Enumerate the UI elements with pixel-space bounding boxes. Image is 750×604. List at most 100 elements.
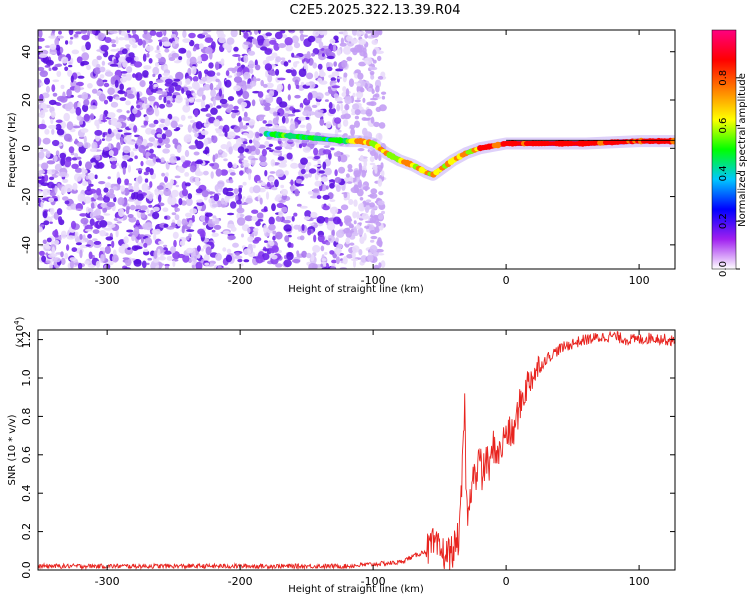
noise-speck <box>378 104 387 112</box>
noise-speck <box>182 162 189 169</box>
noise-speck <box>271 203 276 212</box>
noise-speck <box>362 97 366 103</box>
noise-speck <box>377 178 383 187</box>
noise-speck <box>359 197 364 201</box>
noise-speck <box>343 72 348 78</box>
noise-speck <box>334 169 338 177</box>
noise-speck <box>252 90 260 94</box>
noise-speck <box>247 227 251 234</box>
noise-speck <box>163 244 168 248</box>
noise-speck <box>212 154 216 163</box>
noise-speck <box>217 180 225 188</box>
noise-speck <box>372 164 378 170</box>
noise-speck <box>139 234 145 238</box>
noise-speck <box>148 58 153 64</box>
noise-speck <box>93 215 101 219</box>
noise-speck <box>335 248 341 256</box>
noise-speck <box>149 80 153 85</box>
snr-x-tick-label: -300 <box>95 575 120 588</box>
snr-plot-area <box>38 330 675 570</box>
noise-speck <box>210 107 218 115</box>
noise-speck <box>66 235 75 240</box>
noise-speck <box>87 179 92 185</box>
noise-speck <box>184 172 190 177</box>
noise-speck <box>274 196 282 202</box>
noise-speck <box>381 210 385 215</box>
noise-speck <box>365 199 372 203</box>
spectrogram-x-tick-label: 0 <box>503 274 510 287</box>
noise-speck <box>85 244 91 247</box>
noise-speck <box>159 41 163 47</box>
noise-speck <box>260 100 264 104</box>
noise-speck <box>227 75 233 78</box>
noise-speck <box>346 35 353 42</box>
noise-speck <box>56 208 63 216</box>
noise-speck <box>188 233 192 238</box>
noise-speck <box>343 192 348 199</box>
noise-speck <box>174 84 182 91</box>
noise-speck <box>333 216 341 225</box>
noise-speck <box>55 150 60 157</box>
noise-speck <box>358 249 363 256</box>
noise-speck <box>155 53 162 59</box>
noise-speck <box>40 182 50 187</box>
noise-speck <box>238 185 244 188</box>
noise-speck <box>201 94 206 101</box>
noise-speck <box>115 36 119 45</box>
spectrogram-x-tick-label: -300 <box>95 274 120 287</box>
noise-speck <box>146 107 155 116</box>
noise-speck <box>104 227 113 231</box>
noise-speck <box>330 147 335 151</box>
noise-speck <box>370 235 378 240</box>
noise-speck <box>126 93 135 99</box>
noise-speck <box>267 74 273 83</box>
noise-speck <box>346 56 353 62</box>
noise-speck <box>85 161 92 170</box>
noise-speck <box>69 260 74 269</box>
noise-speck <box>165 161 170 170</box>
noise-speck <box>164 48 170 53</box>
noise-speck <box>378 30 383 36</box>
noise-speck <box>70 203 78 210</box>
noise-speck <box>185 198 193 206</box>
noise-speck <box>363 160 368 168</box>
noise-speck <box>123 129 128 134</box>
noise-speck <box>197 33 206 39</box>
noise-speck <box>363 232 367 241</box>
noise-speck <box>173 239 177 248</box>
noise-speck <box>202 149 209 154</box>
noise-speck <box>218 133 227 137</box>
noise-speck <box>326 55 335 60</box>
noise-speck <box>347 164 353 170</box>
noise-speck <box>191 66 197 75</box>
noise-speck <box>218 150 222 153</box>
noise-speck <box>294 79 299 87</box>
noise-speck <box>178 56 183 61</box>
noise-speck <box>118 37 125 41</box>
noise-speck <box>120 185 125 192</box>
noise-speck <box>325 241 331 246</box>
noise-speck <box>157 248 161 256</box>
noise-speck <box>44 77 50 85</box>
noise-speck <box>128 189 134 193</box>
noise-speck <box>262 83 268 88</box>
noise-speck <box>210 88 217 98</box>
noise-speck <box>142 70 149 78</box>
noise-speck <box>152 206 160 212</box>
noise-speck <box>225 70 230 77</box>
noise-speck <box>238 116 242 123</box>
noise-speck <box>344 177 350 183</box>
noise-speck <box>310 211 318 219</box>
noise-speck <box>369 230 377 235</box>
noise-speck <box>38 137 41 146</box>
noise-speck <box>134 155 138 160</box>
noise-speck <box>164 176 168 183</box>
noise-speck <box>316 101 321 106</box>
noise-speck <box>58 30 62 35</box>
noise-speck <box>343 227 350 234</box>
noise-speck <box>145 166 151 173</box>
noise-speck <box>69 257 77 262</box>
noise-speck <box>153 250 158 259</box>
noise-speck <box>203 123 210 128</box>
track-blob <box>670 137 675 145</box>
